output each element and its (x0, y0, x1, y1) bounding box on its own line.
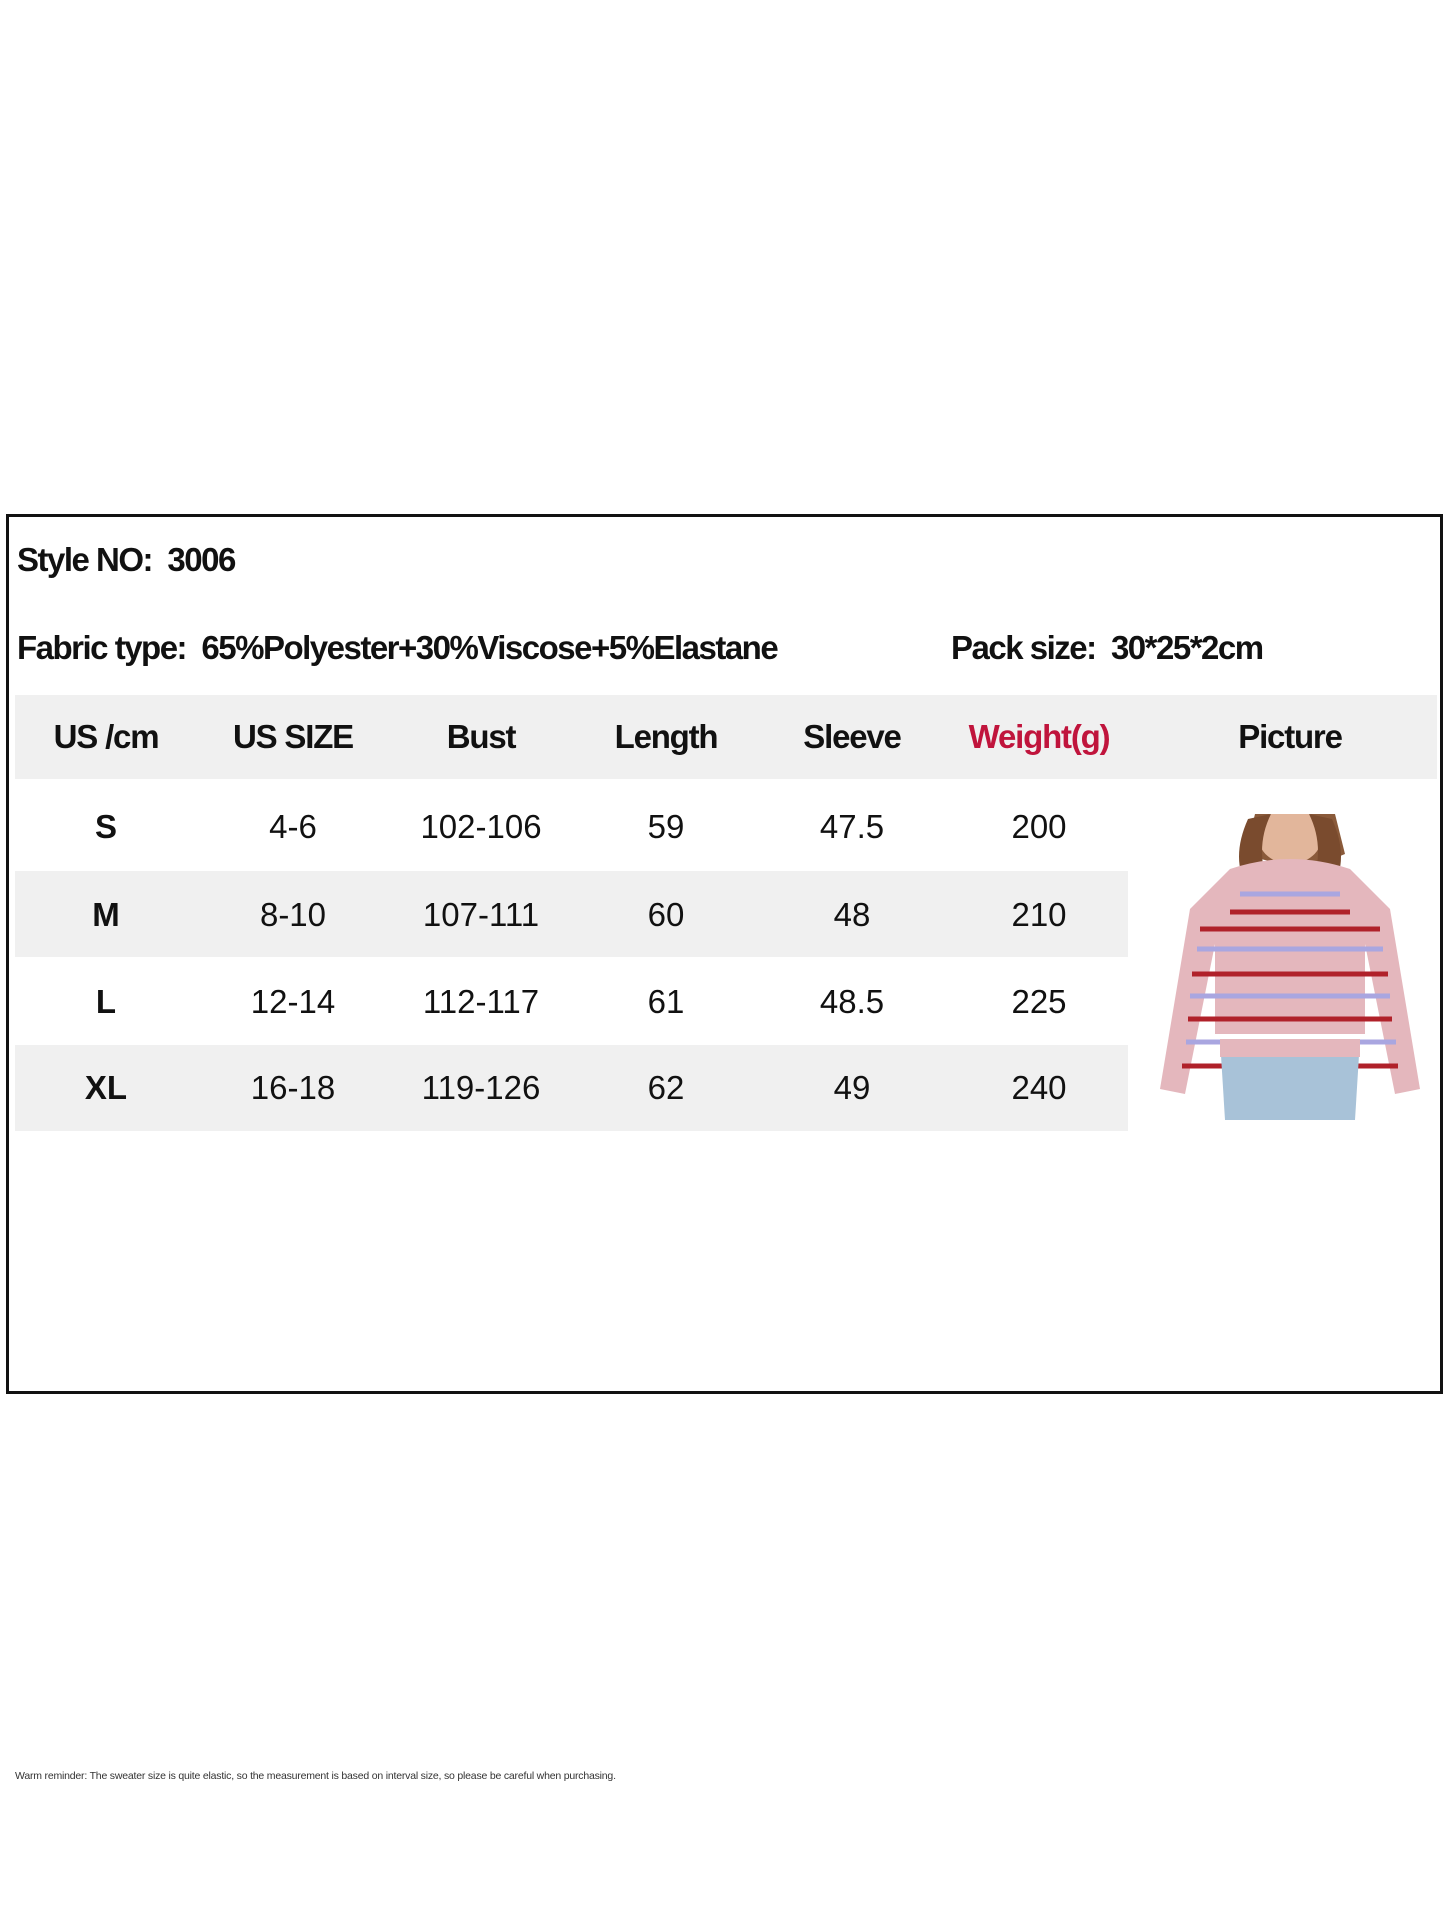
table-cell: 112-117 (422, 983, 540, 1020)
column-header: US SIZE (233, 718, 354, 755)
table-cell: 12-14 (250, 983, 336, 1020)
header-band (15, 695, 1437, 779)
column-header: Weight(g) (968, 718, 1111, 755)
column-header: Sleeve (803, 718, 902, 755)
column-header: Bust (446, 718, 517, 755)
size-label: M (92, 896, 120, 933)
sweater-picture (1160, 814, 1423, 1120)
table-cell: 49 (833, 1069, 871, 1106)
style-value: 3006 (167, 541, 236, 578)
table-cell: 59 (647, 808, 685, 845)
size-label: XL (84, 1069, 128, 1106)
table-cell: 8-10 (259, 896, 327, 933)
table-cell: 4-6 (269, 808, 317, 845)
row-band-xl (15, 1045, 1128, 1131)
column-header: Picture (1238, 718, 1343, 755)
fabric-value: 65%Polyester+30%Viscose+5%Elastane (201, 629, 778, 666)
table-cell: 60 (647, 896, 685, 933)
column-header: Length (614, 718, 719, 755)
pack-size: Pack size: 30*25*2cm (951, 629, 1264, 667)
table-cell: 102-106 (420, 808, 542, 845)
pack-label: Pack size: (951, 629, 1097, 666)
column-header: US /cm (53, 718, 160, 755)
table-cell: 62 (647, 1069, 685, 1106)
table-cell: 16-18 (250, 1069, 336, 1106)
fabric-label: Fabric type: (17, 629, 188, 666)
table-cell: 240 (1011, 1069, 1067, 1106)
pack-value: 30*25*2cm (1110, 629, 1264, 666)
size-chart: Style NO: 3006 Fabric type: 65%Polyester… (6, 514, 1443, 1782)
table-cell: 200 (1011, 808, 1067, 845)
table-cell: 61 (647, 983, 685, 1020)
table-cell: 48 (833, 896, 871, 933)
table-cell: 48.5 (819, 983, 885, 1020)
size-label: L (95, 983, 117, 1020)
fabric-type: Fabric type: 65%Polyester+30%Viscose+5%E… (17, 629, 779, 667)
style-label: Style NO: (17, 541, 154, 578)
table-cell: 119-126 (421, 1069, 541, 1106)
warm-reminder-note: Warm reminder: The sweater size is quite… (15, 1770, 616, 1782)
row-band-m (15, 871, 1128, 957)
table-cell: 225 (1011, 983, 1067, 1020)
style-number: Style NO: 3006 (17, 541, 236, 579)
size-label: S (94, 808, 118, 845)
table-cell: 47.5 (819, 808, 885, 845)
table-cell: 107-111 (422, 896, 540, 933)
table-cell: 210 (1011, 896, 1067, 933)
